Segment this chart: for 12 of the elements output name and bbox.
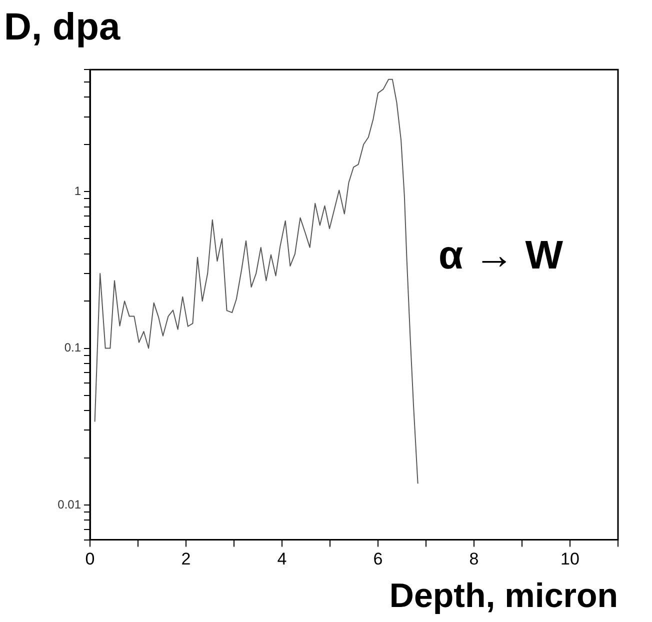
chart-title: D, dpa bbox=[4, 6, 121, 48]
x-tick-label: 2 bbox=[181, 550, 191, 569]
x-axis-title: Depth, micron bbox=[389, 576, 618, 615]
annotation: α → W bbox=[438, 234, 564, 278]
x-tick-label: 0 bbox=[85, 550, 95, 569]
x-tick-label: 4 bbox=[277, 550, 287, 569]
y-tick-label: 0.01 bbox=[58, 497, 82, 512]
x-tick-label: 6 bbox=[373, 550, 383, 569]
x-tick-label: 8 bbox=[469, 550, 479, 569]
y-tick-label: 1 bbox=[74, 184, 82, 198]
x-tick-label: 10 bbox=[560, 550, 580, 569]
y-tick-label: 0.1 bbox=[64, 340, 82, 355]
